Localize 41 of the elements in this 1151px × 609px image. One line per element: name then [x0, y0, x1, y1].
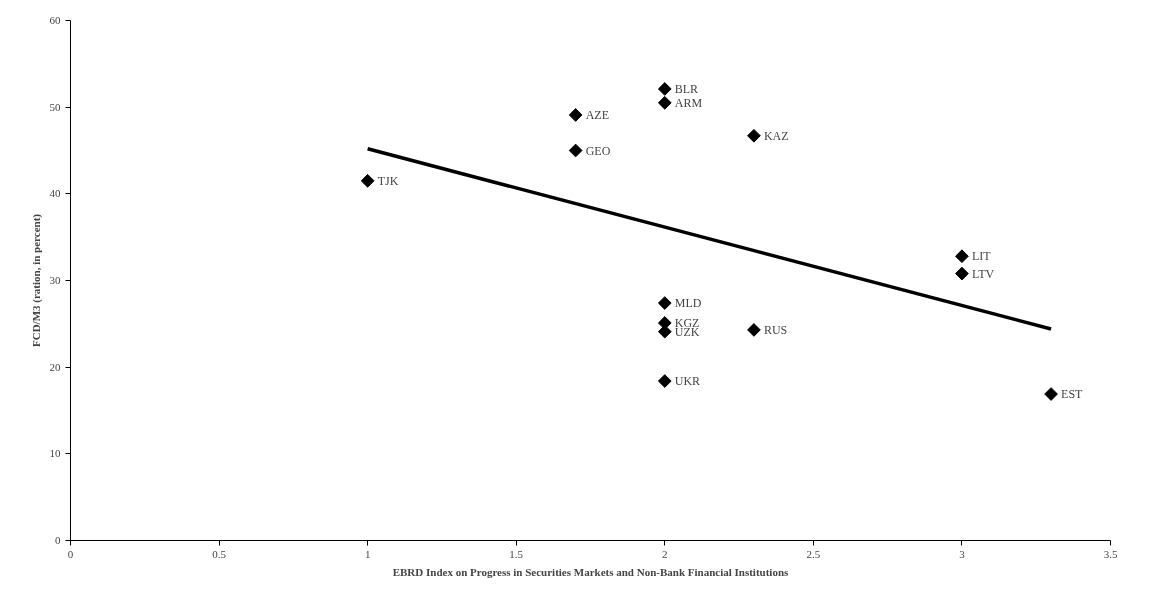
annotation: ARM	[674, 95, 703, 110]
x-tick-label: 2.5	[806, 547, 821, 560]
point	[657, 374, 672, 388]
y-tick-label: 20	[49, 360, 61, 373]
annotation: LTV	[971, 266, 995, 281]
annotation: MLD	[674, 296, 702, 311]
point	[657, 82, 672, 96]
y-axis-title: FCD/M3 (ration, in percent)	[29, 213, 43, 347]
point	[747, 323, 761, 337]
annotation: KAZ	[763, 128, 789, 143]
point	[955, 266, 969, 281]
point	[657, 95, 672, 110]
y-tick-label: 0	[55, 534, 61, 546]
y-tick-label: 30	[49, 274, 61, 286]
point	[747, 128, 761, 143]
annotation: UKR	[674, 374, 701, 389]
y-tick-label: 60	[49, 14, 61, 26]
x-tick-label: 1	[364, 547, 371, 560]
y-tick-label: 40	[49, 187, 61, 200]
x-tick-label: 0	[67, 547, 74, 560]
y-tick-label: 10	[49, 447, 61, 460]
x-tick-label: 1.5	[509, 547, 524, 560]
point	[568, 143, 583, 158]
point	[657, 296, 672, 310]
x-tick-label: 3.5	[1103, 547, 1118, 560]
annotation: EST	[1061, 387, 1084, 402]
y-tick-label: 50	[49, 100, 61, 113]
annotation: TJK	[377, 173, 399, 188]
x-tick-label: 2	[662, 547, 668, 560]
annotation: RUS	[763, 322, 788, 337]
x-tick-label: 3	[959, 547, 966, 560]
annotation: GEO	[585, 143, 611, 158]
point	[360, 173, 375, 188]
annotation: BLR	[674, 81, 699, 96]
point	[1044, 387, 1058, 401]
x-axis-title: EBRD Index on Progress in Securities Markets and Non-Bank Financial Institutions	[392, 565, 790, 578]
annotation: LIT	[971, 249, 992, 264]
annotation: AZE	[585, 107, 609, 122]
x-tick-label: 0.5	[212, 547, 227, 560]
point	[568, 108, 583, 122]
point	[955, 249, 969, 264]
